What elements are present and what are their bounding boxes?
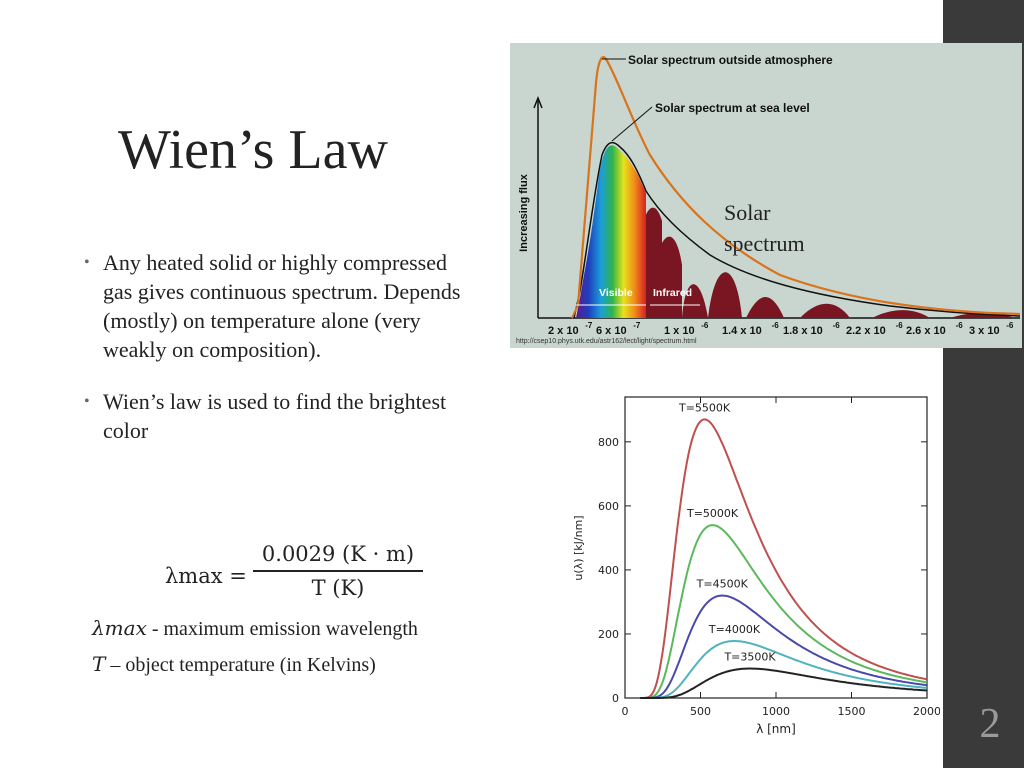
solar-tick-label: 1 x 10 xyxy=(664,325,695,337)
caption-line: spectrum xyxy=(724,231,805,256)
solar-tick-exponent: -6 xyxy=(833,321,841,330)
series-label: T=3500K xyxy=(723,651,776,664)
infrared-bands xyxy=(643,207,1015,318)
bullet-dot-icon: • xyxy=(84,393,90,410)
solar-tick-label: 2.6 x 10 xyxy=(906,325,946,337)
outside-curve-tail xyxy=(571,304,579,319)
y-tick-label: 600 xyxy=(598,500,619,513)
x-tick-label: 0 xyxy=(622,705,629,718)
solar-tick-label: 2.2 x 10 xyxy=(846,325,886,337)
y-axis-arrow-icon xyxy=(533,95,543,109)
series-line xyxy=(640,594,928,699)
x-tick-label: 500 xyxy=(690,705,711,718)
infrared-label: Infrared xyxy=(653,287,692,299)
y-tick-label: 200 xyxy=(598,628,619,641)
slide-number: 2 xyxy=(979,701,1001,747)
visible-band xyxy=(576,145,646,318)
y-axis-label: u(λ) [kJ/nm] xyxy=(572,515,585,580)
x-axis-label: λ [nm] xyxy=(756,722,796,736)
definition-text: – object temperature (in Kelvins) xyxy=(105,654,376,676)
series-label: T=5500K xyxy=(678,401,731,414)
solar-tick-label: 3 x 10 xyxy=(969,325,1000,337)
legend-pointer-sea xyxy=(611,106,653,142)
bullet-text: Wien’s law is used to find the brightest… xyxy=(103,389,447,443)
equation-lhs: λmax = xyxy=(165,564,247,588)
series-label: T=4500K xyxy=(696,578,749,591)
bullet-dot-icon: • xyxy=(84,254,90,271)
definition-symbol: λmax xyxy=(92,616,147,640)
definition-text: - maximum emission wavelength xyxy=(146,618,418,640)
y-tick-label: 0 xyxy=(612,692,619,705)
solar-tick-label: 6 x 10 xyxy=(596,325,627,337)
series-group: T=5500K T=5000K T=4500K T=4000K T=3500K xyxy=(640,401,928,699)
solar-tick-label: 1.8 x 10 xyxy=(783,325,823,337)
solar-y-label: Increasing flux xyxy=(518,173,530,252)
solar-tick-label: 1.4 x 10 xyxy=(722,325,762,337)
bullet-item: • Any heated solid or highly compressed … xyxy=(80,248,480,364)
solar-spectrum-figure: Increasing flux Solar spectrum outside a… xyxy=(510,43,1022,348)
equation-numerator: 0.0029 (K · m) xyxy=(261,542,415,566)
solar-spectrum-caption: Solar spectrum xyxy=(724,197,805,259)
solar-tick-exponent: -7 xyxy=(585,321,593,330)
fraction-bar xyxy=(253,570,423,572)
chart-background xyxy=(568,393,940,745)
x-tick-label: 1500 xyxy=(838,705,866,718)
equation-fraction: 0.0029 (K · m) T (K) xyxy=(253,538,423,604)
series-line xyxy=(640,667,928,699)
series-line xyxy=(640,418,928,699)
solar-tick-exponent: -6 xyxy=(896,321,904,330)
solar-tick-exponent: -6 xyxy=(1006,321,1014,330)
bullet-item: • Wien’s law is used to find the brighte… xyxy=(80,387,480,445)
solar-x-ticks: 2 x 10 -7 6 x 10 -7 1 x 10 -6 1.4 x 10 -6 1.8 x … xyxy=(548,321,1014,337)
bullet-text: Any heated solid or highly compressed ga… xyxy=(103,250,461,362)
definition-lambda: λmax - maximum emission wavelength xyxy=(92,616,418,641)
axes-group: 0 500 1000 1500 2000 0 200 400 600 800 xyxy=(598,397,940,718)
sea-level-curve xyxy=(573,141,1021,319)
visible-label: Visible xyxy=(599,287,633,299)
outside-atmosphere-curve xyxy=(576,56,1021,316)
equation-denominator: T (K) xyxy=(311,576,365,600)
series-label: T=5000K xyxy=(686,507,739,520)
y-tick-label: 800 xyxy=(598,436,619,449)
x-tick-label: 2000 xyxy=(913,705,940,718)
solar-tick-label: 2 x 10 xyxy=(548,325,579,337)
caption-line: Solar xyxy=(724,200,771,225)
series-label: T=4000K xyxy=(708,623,761,636)
legend-outside: Solar spectrum outside atmosphere xyxy=(628,53,833,67)
solar-tick-exponent: -6 xyxy=(772,321,780,330)
y-tick-label: 400 xyxy=(598,564,619,577)
legend-sea-level: Solar spectrum at sea level xyxy=(655,101,810,115)
series-line xyxy=(640,640,928,699)
source-url: http://csep10.phys.utk.edu/astr162/lect/… xyxy=(516,338,697,345)
slide-title: Wien’s Law xyxy=(118,119,388,181)
solar-tick-exponent: -7 xyxy=(633,321,641,330)
solar-tick-exponent: -6 xyxy=(701,321,709,330)
definition-temperature: T – object temperature (in Kelvins) xyxy=(92,652,376,677)
definition-symbol: T xyxy=(92,652,106,676)
solar-tick-exponent: -6 xyxy=(956,321,964,330)
bullet-list: • Any heated solid or highly compressed … xyxy=(80,248,480,468)
x-tick-label: 1000 xyxy=(762,705,790,718)
series-line xyxy=(640,524,928,699)
